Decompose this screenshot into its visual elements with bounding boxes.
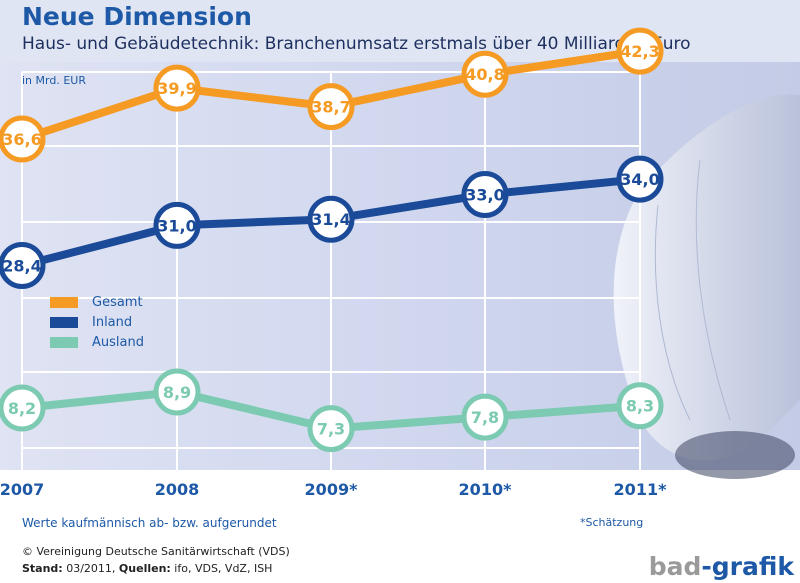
- data-label-gesamt: 39,9: [157, 79, 196, 98]
- data-label-gesamt: 42,3: [620, 42, 659, 61]
- legend-swatch: [50, 316, 78, 328]
- header-band: Neue Dimension Haus- und Gebäudetechnik:…: [0, 0, 800, 62]
- legend-item-inland: Inland: [50, 312, 144, 332]
- data-label-inland: 31,4: [311, 210, 350, 229]
- data-point-gesamt: [616, 27, 664, 75]
- data-label-gesamt: 38,7: [311, 98, 350, 117]
- source-line: Stand: 03/2011, Quellen: ifo, VDS, VdZ, …: [22, 562, 272, 575]
- data-point-inland: [153, 201, 201, 249]
- data-label-ausland: 8,3: [626, 397, 654, 416]
- data-label-ausland: 8,9: [163, 383, 191, 402]
- data-point-gesamt: [307, 83, 355, 131]
- data-point-ausland: [0, 384, 46, 432]
- data-point-gesamt: [153, 64, 201, 112]
- legend-item-ausland: Ausland: [50, 332, 144, 352]
- unit-label: in Mrd. EUR: [22, 74, 86, 87]
- data-label-gesamt: 40,8: [465, 65, 504, 84]
- stand-label: Stand:: [22, 562, 63, 575]
- x-tick-label: 2011*: [613, 480, 667, 499]
- legend-label: Gesamt: [92, 294, 143, 310]
- chart-subtitle: Haus- und Gebäudetechnik: Branchenumsatz…: [22, 34, 691, 54]
- data-point-gesamt: [461, 50, 509, 98]
- data-label-ausland: 7,8: [471, 408, 499, 427]
- quellen-label: Quellen:: [118, 562, 171, 575]
- data-point-inland: [461, 171, 509, 218]
- data-point-ausland: [153, 368, 201, 416]
- legend-item-gesamt: Gesamt: [50, 292, 144, 312]
- stand-value: 03/2011,: [66, 562, 116, 575]
- data-point-ausland: [307, 405, 355, 453]
- x-tick-label: 2009*: [304, 480, 358, 499]
- quellen-value: ifo, VDS, VdZ, ISH: [174, 562, 273, 575]
- legend-label: Ausland: [92, 334, 144, 350]
- data-label-ausland: 7,3: [317, 420, 345, 439]
- legend-swatch: [50, 296, 78, 308]
- data-point-gesamt: [0, 115, 46, 163]
- estimate-footnote: *Schätzung: [580, 516, 644, 529]
- data-label-inland: 33,0: [465, 186, 504, 205]
- logo-part2: -grafik: [701, 552, 794, 581]
- bad-grafik-logo: bad-grafik: [649, 552, 794, 581]
- data-markers: 36,6 39,9 38,7 40,8 42,3 28,4 31,0 31,4 33,0 34,0…: [0, 27, 664, 453]
- rounding-note: Werte kaufmännisch ab- bzw. aufgerundet: [22, 516, 277, 530]
- copyright-text: © Vereinigung Deutsche Sanitärwirtschaft…: [22, 545, 290, 558]
- logo-part1: bad: [648, 552, 702, 581]
- data-label-inland: 34,0: [620, 170, 659, 189]
- legend-label: Inland: [92, 314, 133, 330]
- legend-swatch: [50, 336, 78, 348]
- data-point-inland: [616, 155, 664, 203]
- data-point-ausland: [461, 393, 509, 441]
- data-label-gesamt: 36,6: [2, 130, 41, 149]
- data-label-ausland: 8,2: [8, 399, 36, 418]
- data-point-ausland: [616, 382, 664, 430]
- data-label-inland: 31,0: [157, 216, 196, 235]
- data-point-inland: [0, 242, 46, 289]
- x-tick-label: 2007: [0, 480, 45, 499]
- x-tick-label: 2010*: [458, 480, 512, 499]
- chart-title: Neue Dimension: [22, 2, 252, 31]
- data-point-inland: [307, 195, 355, 243]
- data-label-inland: 28,4: [2, 257, 41, 276]
- x-tick-label: 2008: [154, 480, 200, 499]
- legend: Gesamt Inland Ausland: [50, 292, 144, 352]
